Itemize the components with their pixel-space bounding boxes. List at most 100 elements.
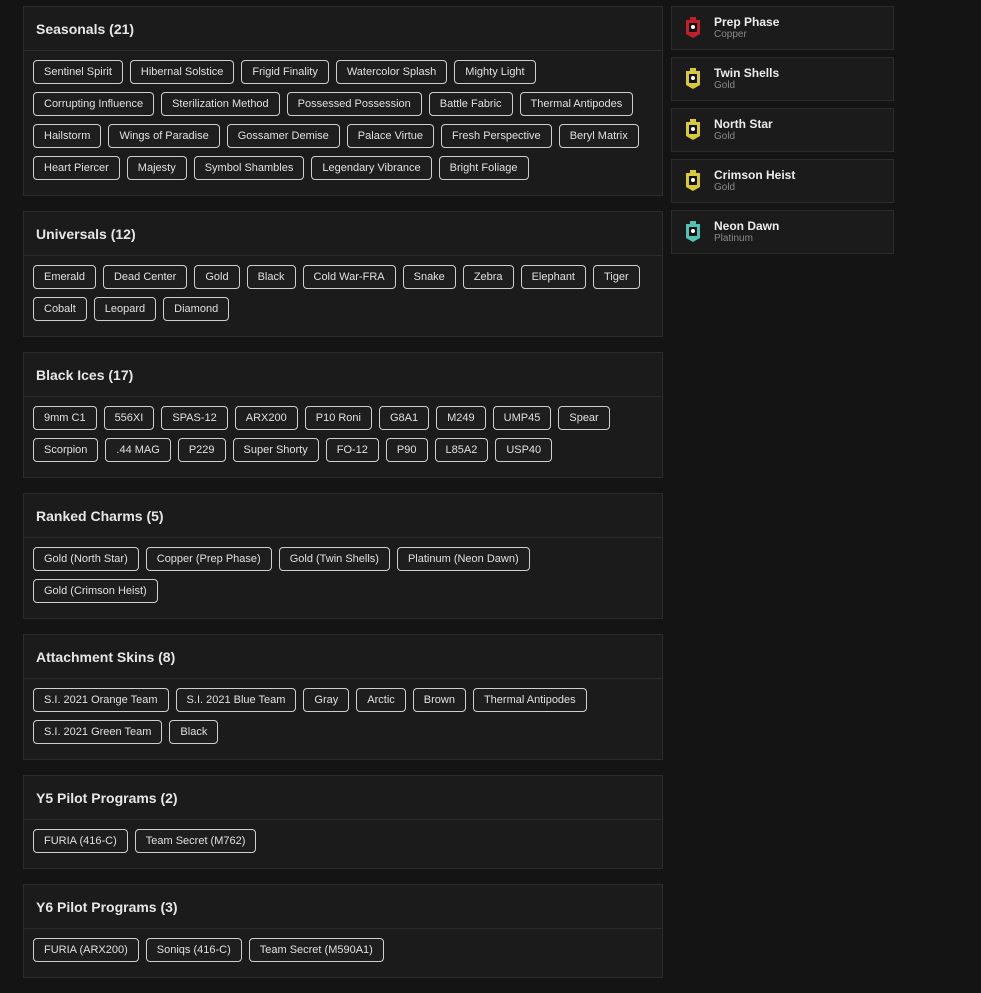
charm-rank: Copper xyxy=(714,28,747,40)
item-tag[interactable]: ARX200 xyxy=(234,406,298,430)
item-tag[interactable]: Possessed Possession xyxy=(286,92,422,116)
item-tag[interactable]: Hailstorm xyxy=(33,124,102,148)
item-tag[interactable]: Scorpion xyxy=(33,438,99,462)
item-tag[interactable]: Dead Center xyxy=(102,265,188,289)
item-tag[interactable]: Legendary Vibrance xyxy=(311,156,432,180)
item-tag[interactable]: Sentinel Spirit xyxy=(33,60,123,84)
section-title: Ranked Charms (5) xyxy=(24,494,662,538)
item-tag[interactable]: Bright Foliage xyxy=(438,156,529,180)
item-tag[interactable]: Mighty Light xyxy=(454,60,536,84)
item-tag[interactable]: Team Secret (M762) xyxy=(134,829,257,853)
tag-list: 9mm C1 556XI SPAS-12 ARX200 P10 Roni G8A1 M249… xyxy=(24,397,662,477)
item-tag[interactable]: Zebra xyxy=(462,265,514,289)
item-tag[interactable]: Team Secret (M590A1) xyxy=(248,938,384,962)
item-tag[interactable]: Arctic xyxy=(356,688,406,712)
item-tag[interactable]: P229 xyxy=(177,438,226,462)
charm-name: Prep Phase xyxy=(714,14,780,29)
charm-name: Crimson Heist xyxy=(714,167,796,182)
charm-card[interactable]: Neon Dawn Platinum xyxy=(671,210,894,254)
item-tag[interactable]: Symbol Shambles xyxy=(193,156,305,180)
item-tag[interactable]: Leopard xyxy=(93,297,157,321)
section-title: Seasonals (21) xyxy=(24,7,662,51)
section-panel: Black Ices (17) 9mm C1 556XI SPAS-12 ARX200 P… xyxy=(23,352,663,478)
section-title: Y6 Pilot Programs (3) xyxy=(24,885,662,929)
item-tag[interactable]: Snake xyxy=(402,265,456,289)
item-tag[interactable]: Hibernal Solstice xyxy=(129,60,235,84)
item-tag[interactable]: Gold xyxy=(194,265,240,289)
item-tag[interactable]: Copper (Prep Phase) xyxy=(145,547,272,571)
item-tag[interactable]: S.I. 2021 Blue Team xyxy=(175,688,297,712)
charm-name: North Star xyxy=(714,116,773,131)
item-tag[interactable]: Beryl Matrix xyxy=(558,124,639,148)
charm-card[interactable]: Crimson Heist Gold xyxy=(671,159,894,203)
item-tag[interactable]: Diamond xyxy=(163,297,230,321)
item-tag[interactable]: Sterilization Method xyxy=(161,92,280,116)
item-tag[interactable]: G8A1 xyxy=(379,406,430,430)
item-tag[interactable]: Battle Fabric xyxy=(428,92,513,116)
item-tag[interactable]: 9mm C1 xyxy=(33,406,97,430)
item-tag[interactable]: Gossamer Demise xyxy=(226,124,340,148)
item-tag[interactable]: P90 xyxy=(385,438,428,462)
tag-list: FURIA (416-C) Team Secret (M762) xyxy=(24,820,662,868)
tag-list: Emerald Dead Center Gold Black Cold War-FRA S… xyxy=(24,256,662,336)
charm-card[interactable]: Prep Phase Copper xyxy=(671,6,894,50)
item-tag[interactable]: Tiger xyxy=(593,265,640,289)
item-tag[interactable]: P10 Roni xyxy=(304,406,372,430)
charm-badge-icon xyxy=(686,221,700,242)
tag-list: FURIA (ARX200) Soniqs (416-C) Team Secret … xyxy=(24,929,662,977)
item-tag[interactable]: Gold (Twin Shells) xyxy=(278,547,390,571)
item-tag[interactable]: Fresh Perspective xyxy=(441,124,552,148)
charm-rank: Gold xyxy=(714,79,736,91)
item-tag[interactable]: FURIA (ARX200) xyxy=(33,938,139,962)
item-tag[interactable]: Cobalt xyxy=(33,297,87,321)
collection-sections: Seasonals (21) Sentinel Spirit Hibernal So… xyxy=(23,6,663,993)
section-panel: Attachment Skins (8) S.I. 2021 Orange Tea… xyxy=(23,634,663,760)
item-tag[interactable]: FURIA (416-C) xyxy=(33,829,128,853)
item-tag[interactable]: USP40 xyxy=(495,438,553,462)
item-tag[interactable]: Thermal Antipodes xyxy=(519,92,634,116)
charm-text: Crimson Heist Gold xyxy=(714,167,796,194)
item-tag[interactable]: UMP45 xyxy=(492,406,552,430)
item-tag[interactable]: SPAS-12 xyxy=(161,406,228,430)
charm-text: North Star Gold xyxy=(714,116,773,143)
item-tag[interactable]: Watercolor Splash xyxy=(335,60,448,84)
item-tag[interactable]: 556XI xyxy=(103,406,155,430)
item-tag[interactable]: L85A2 xyxy=(434,438,489,462)
item-tag[interactable]: .44 MAG xyxy=(105,438,171,462)
charm-card[interactable]: North Star Gold xyxy=(671,108,894,152)
charm-rank: Gold xyxy=(714,181,736,193)
item-tag[interactable]: FO-12 xyxy=(325,438,379,462)
item-tag[interactable]: Black xyxy=(169,720,219,744)
item-tag[interactable]: Gray xyxy=(303,688,350,712)
item-tag[interactable]: M249 xyxy=(436,406,486,430)
section-title: Y5 Pilot Programs (2) xyxy=(24,776,662,820)
section-panel: Y6 Pilot Programs (3) FURIA (ARX200) Soniq… xyxy=(23,884,663,978)
item-tag[interactable]: Heart Piercer xyxy=(33,156,120,180)
item-tag[interactable]: Brown xyxy=(412,688,466,712)
item-tag[interactable]: Platinum (Neon Dawn) xyxy=(396,547,530,571)
item-tag[interactable]: Cold War-FRA xyxy=(302,265,396,289)
item-tag[interactable]: S.I. 2021 Orange Team xyxy=(33,688,169,712)
charm-badge-icon xyxy=(686,170,700,191)
item-tag[interactable]: Palace Virtue xyxy=(346,124,435,148)
item-tag[interactable]: Thermal Antipodes xyxy=(472,688,587,712)
section-title: Attachment Skins (8) xyxy=(24,635,662,679)
item-tag[interactable]: Frigid Finality xyxy=(241,60,329,84)
item-tag[interactable]: Spear xyxy=(558,406,610,430)
item-tag[interactable]: Super Shorty xyxy=(232,438,319,462)
item-tag[interactable]: Corrupting Influence xyxy=(33,92,155,116)
item-tag[interactable]: Emerald xyxy=(33,265,96,289)
item-tag[interactable]: Gold (Crimson Heist) xyxy=(33,579,158,603)
section-title: Universals (12) xyxy=(24,212,662,256)
item-tag[interactable]: Black xyxy=(246,265,296,289)
section-panel: Universals (12) Emerald Dead Center Gold Bla… xyxy=(23,211,663,337)
tag-list: S.I. 2021 Orange Team S.I. 2021 Blue Team… xyxy=(24,679,662,759)
item-tag[interactable]: Majesty xyxy=(126,156,187,180)
item-tag[interactable]: Soniqs (416-C) xyxy=(145,938,242,962)
charm-card[interactable]: Twin Shells Gold xyxy=(671,57,894,101)
item-tag[interactable]: S.I. 2021 Green Team xyxy=(33,720,163,744)
item-tag[interactable]: Elephant xyxy=(520,265,586,289)
item-tag[interactable]: Wings of Paradise xyxy=(108,124,220,148)
item-tag[interactable]: Gold (North Star) xyxy=(33,547,139,571)
section-panel: Y5 Pilot Programs (2) FURIA (416-C) Team S… xyxy=(23,775,663,869)
